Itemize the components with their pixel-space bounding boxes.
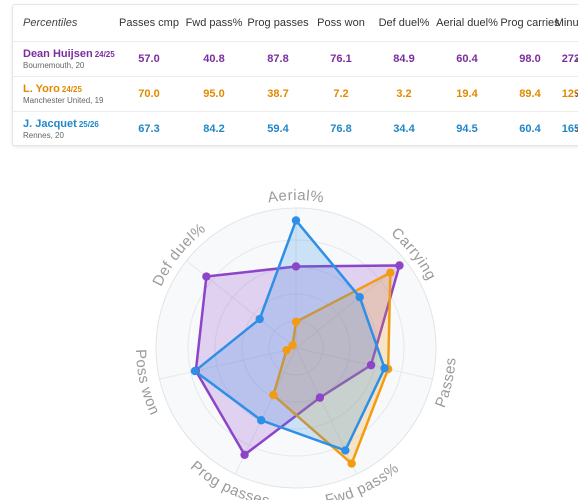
- radar-point: [366, 360, 376, 370]
- stat-value: 7.2: [333, 88, 349, 100]
- stat-value: 59.4: [267, 123, 289, 135]
- radar-point: [291, 317, 301, 327]
- stat-value: 84.9: [393, 53, 415, 65]
- stat-value: 70.0: [138, 88, 160, 100]
- player-name[interactable]: Dean Huijsen 24/25: [23, 48, 115, 60]
- radar-point: [395, 261, 404, 270]
- axis-label-text: Aerial%: [267, 187, 325, 206]
- table-header: Percentiles Passes cmp Fwd pass% Prog pa…: [13, 5, 578, 41]
- table-row[interactable]: J. Jacquet 25/26 Rennes, 20 67.3 84.2 59.4 76.…: [13, 111, 578, 146]
- radar-point: [282, 345, 291, 355]
- header-def-duel[interactable]: Def duel%: [378, 17, 430, 29]
- chevron-right-icon[interactable]: ›: [575, 77, 578, 111]
- radar-series-area: [194, 264, 401, 457]
- season-label: 24/25: [61, 85, 82, 94]
- season-label: 25/26: [78, 120, 99, 129]
- player-cell: J. Jacquet 25/26 Rennes, 20: [23, 112, 99, 146]
- radar-point: [190, 366, 200, 376]
- axis-label: Passes: [432, 357, 460, 410]
- chevron-right-icon[interactable]: ›: [575, 112, 578, 146]
- player-club: Bournemouth, 20: [23, 61, 85, 70]
- radar-point: [240, 450, 249, 459]
- radar-point: [355, 292, 364, 302]
- header-prog-passes[interactable]: Prog passes: [247, 17, 309, 29]
- radar-point: [341, 446, 350, 455]
- player-club: Rennes, 20: [23, 131, 64, 140]
- season-label: 24/25: [94, 50, 115, 59]
- header-aerial-duel[interactable]: Aerial duel%: [436, 17, 498, 29]
- player-name-text: Dean Huijsen: [23, 48, 93, 60]
- player-name[interactable]: L. Yoro 24/25: [23, 83, 104, 95]
- radar-point: [257, 416, 266, 425]
- radar-spoke: [295, 347, 433, 380]
- radar-point: [380, 364, 389, 373]
- header-minutes[interactable]: Minutes: [554, 17, 578, 29]
- header-fwd-pass[interactable]: Fwd pass%: [185, 17, 243, 29]
- radar-point: [291, 262, 301, 271]
- radar-point: [291, 216, 301, 225]
- percentiles-table: Percentiles Passes cmp Fwd pass% Prog pa…: [12, 4, 578, 146]
- radar-point: [202, 272, 211, 281]
- radar-spoke: [159, 347, 297, 380]
- player-cell: Dean Huijsen 24/25 Bournemouth, 20: [23, 42, 115, 76]
- stat-value: 98.0: [519, 53, 541, 65]
- stat-value: 60.4: [519, 123, 541, 135]
- radar-point: [386, 268, 395, 277]
- axis-label-text: Passes: [432, 357, 459, 410]
- stat-value: 87.8: [267, 53, 289, 65]
- radar-point: [288, 341, 297, 350]
- stat-value: 3.2: [396, 88, 412, 100]
- table-row[interactable]: L. Yoro 24/25 Manchester United, 19 70.0 95.…: [13, 76, 578, 111]
- stat-value: 1298: [561, 88, 578, 100]
- player-name[interactable]: J. Jacquet 25/26: [23, 118, 99, 130]
- stat-value: 76.1: [330, 53, 352, 65]
- stat-value: 95.0: [203, 88, 225, 100]
- stat-value: 1655: [561, 123, 578, 135]
- stat-value: 89.4: [519, 88, 541, 100]
- radar-point: [347, 459, 356, 468]
- table-row[interactable]: Dean Huijsen 24/25 Bournemouth, 20 57.0 40.8…: [13, 41, 578, 76]
- chevron-right-icon[interactable]: ›: [575, 42, 578, 76]
- stat-value: 60.4: [456, 53, 478, 65]
- stat-value: 2723: [561, 53, 578, 65]
- stat-value: 40.8: [203, 53, 225, 65]
- stat-value: 19.4: [456, 88, 478, 100]
- stat-value: 94.5: [456, 123, 478, 135]
- stat-value: 84.2: [203, 123, 225, 135]
- player-club: Manchester United, 19: [23, 96, 104, 105]
- header-poss-won[interactable]: Poss won: [317, 17, 365, 29]
- radar-point: [315, 393, 325, 402]
- stat-value: 76.8: [330, 123, 352, 135]
- radar-point: [269, 390, 278, 400]
- header-passes-cmp[interactable]: Passes cmp: [119, 17, 179, 29]
- header-percentiles: Percentiles: [23, 17, 78, 29]
- player-name-text: J. Jacquet: [23, 118, 77, 130]
- radar-point: [255, 314, 264, 324]
- stat-value: 67.3: [138, 123, 160, 135]
- player-cell: L. Yoro 24/25 Manchester United, 19: [23, 77, 104, 111]
- stat-value: 38.7: [267, 88, 289, 100]
- player-name-text: L. Yoro: [23, 83, 60, 95]
- stat-value: 34.4: [393, 123, 415, 135]
- header-prog-carries[interactable]: Prog carries: [500, 17, 560, 29]
- stat-value: 57.0: [138, 53, 160, 65]
- radar-series-layer: [190, 216, 404, 468]
- axis-label: Aerial%: [267, 187, 326, 206]
- radar-series-area: [193, 219, 386, 452]
